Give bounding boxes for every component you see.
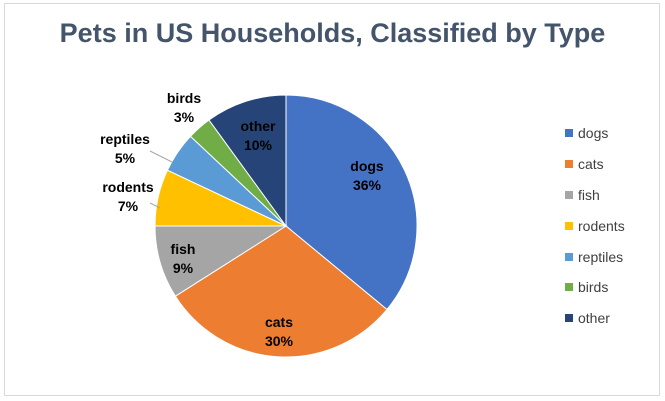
legend-label-dogs: dogs: [578, 125, 609, 142]
legend-item-reptiles: reptiles: [565, 241, 655, 272]
data-label-name-dogs: dogs: [350, 158, 384, 174]
legend-item-birds: birds: [565, 272, 655, 303]
data-label-value-birds: 3%: [174, 109, 195, 125]
legend-item-cats: cats: [565, 149, 655, 180]
data-label-name-birds: birds: [167, 90, 201, 106]
legend-item-fish: fish: [565, 180, 655, 211]
data-label-value-other: 10%: [244, 137, 273, 153]
legend-item-other: other: [565, 303, 655, 334]
leader-line-reptiles: [149, 150, 173, 163]
legend-swatch-birds: [565, 283, 573, 292]
data-labels: dogs 36% cats 30% fish 9% rodents 7% reptiles 5% b…: [100, 90, 384, 349]
data-label-name-other: other: [241, 118, 277, 134]
legend-label-birds: birds: [578, 279, 609, 296]
legend-item-rodents: rodents: [565, 210, 655, 241]
data-label-value-reptiles: 5%: [115, 150, 136, 166]
chart-title: Pets in US Households, Classified by Typ…: [59, 18, 606, 48]
legend-swatch-cats: [565, 160, 573, 169]
data-label-name-reptiles: reptiles: [100, 131, 150, 147]
legend-label-fish: fish: [578, 186, 600, 203]
legend-swatch-reptiles: [565, 252, 573, 261]
data-label-name-cats: cats: [265, 314, 293, 330]
legend-swatch-fish: [565, 190, 573, 199]
pie-slices: [154, 94, 418, 358]
data-label-value-fish: 9%: [173, 260, 194, 276]
data-label-name-rodents: rodents: [102, 179, 154, 195]
data-label-name-fish: fish: [171, 241, 196, 257]
pie-slice-dogs: [285, 94, 418, 311]
leader-lines: [149, 150, 173, 209]
legend-label-other: other: [578, 310, 610, 327]
legend-label-rodents: rodents: [578, 217, 625, 234]
data-label-value-dogs: 36%: [353, 177, 382, 193]
legend-swatch-dogs: [565, 129, 573, 138]
leader-line-rodents: [149, 202, 161, 209]
data-label-value-cats: 30%: [265, 333, 294, 349]
pie-slice-other: [208, 94, 287, 228]
chart-legend: dogs cats fish rodents reptiles birds other: [565, 118, 655, 334]
legend-swatch-rodents: [565, 221, 573, 230]
data-label-value-rodents: 7%: [118, 198, 139, 214]
legend-swatch-other: [565, 314, 573, 323]
legend-label-reptiles: reptiles: [578, 248, 624, 265]
pie-slice-cats: [174, 225, 388, 358]
legend-label-cats: cats: [578, 156, 604, 173]
legend-item-dogs: dogs: [565, 118, 655, 149]
